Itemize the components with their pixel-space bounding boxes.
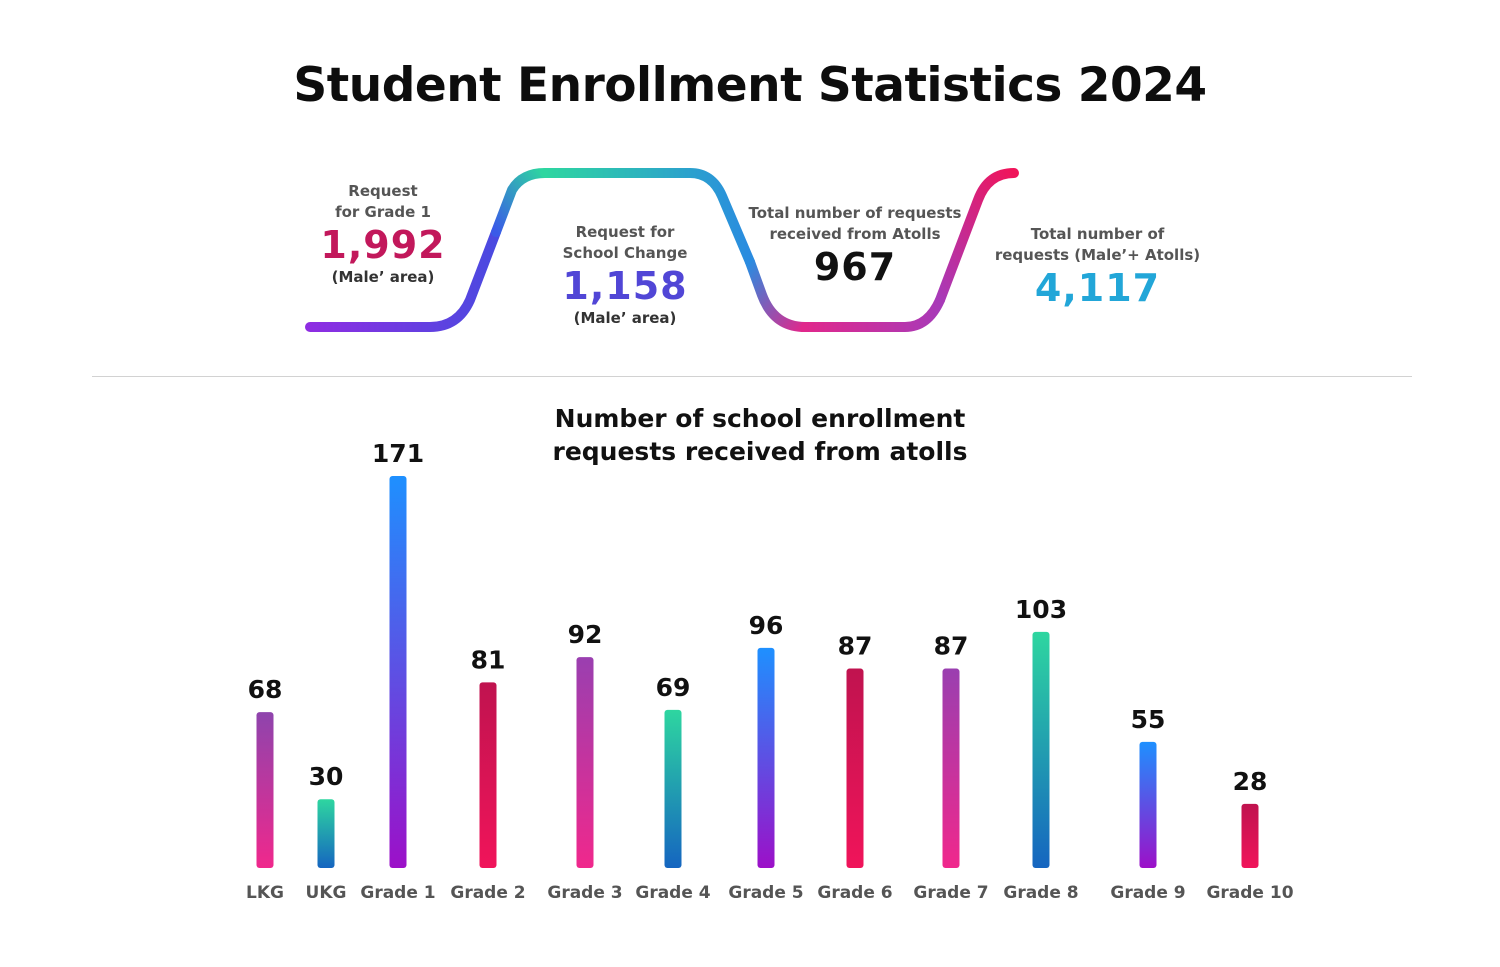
bar-grade-3 [576,657,594,868]
stat-overall-total: Total number of requests (Male’+ Atolls)… [985,224,1210,310]
bar-value-label: 171 [372,439,424,468]
category-label: Grade 4 [635,883,710,903]
chart-title: Number of school enrollment requests rec… [552,404,968,466]
bar-value-label: 68 [248,675,283,704]
stat-note: (Male’ area) [573,309,677,327]
bar-grade-10 [1241,803,1259,868]
bar-value-label: 81 [471,645,506,674]
bar-value-label: 28 [1233,767,1268,796]
stat-label: Total number of requests (Male’+ Atolls) [994,225,1201,264]
bar-grade-5 [757,647,775,868]
stat-value: 1,158 [562,264,688,308]
page-title: Student Enrollment Statistics 2024 [293,58,1207,113]
category-label: Grade 8 [1003,883,1078,903]
stat-label: Request for School Change [562,223,688,262]
bar-value-label: 92 [568,620,603,649]
category-label: Grade 1 [360,883,435,903]
bar-ukg [317,799,335,868]
wave-line [305,168,1173,332]
stat-school-change: Request for School Change 1,158 (Male’ a… [530,222,720,328]
category-label: LKG [246,883,284,903]
stat-label: Total number of requests received from A… [748,204,962,243]
bar-grade-4 [664,709,682,868]
category-label: Grade 5 [728,883,803,903]
stat-note: (Male’ area) [331,268,435,286]
bar-value-label: 103 [1015,595,1067,624]
bar-grade-6 [846,668,864,868]
bar-grade-2 [479,682,497,868]
stat-value: 4,117 [1034,266,1161,310]
bar-value-label: 87 [934,632,969,661]
bar-value-label: 69 [656,673,691,702]
category-label: Grade 2 [450,883,525,903]
stat-value: 967 [813,245,897,289]
bar-grade-7 [942,668,960,868]
bar-value-label: 96 [749,611,784,640]
category-label: Grade 3 [547,883,622,903]
stat-grade1-request: Request for Grade 1 1,992 (Male’ area) [288,181,478,287]
stat-label: Request for Grade 1 [335,182,431,221]
category-label: Grade 9 [1110,883,1185,903]
bar-grade-9 [1139,741,1157,868]
category-label: Grade 10 [1206,883,1293,903]
category-label: UKG [306,883,347,903]
category-label: Grade 7 [913,883,988,903]
bar-value-label: 30 [309,762,344,791]
bar-grade-1 [389,476,407,868]
bar-value-label: 55 [1131,705,1166,734]
bar-grade-8 [1032,631,1050,868]
category-label: Grade 6 [817,883,892,903]
bar-lkg [256,712,274,868]
divider [92,376,1412,377]
bar-value-label: 87 [838,632,873,661]
stat-value: 1,992 [320,223,446,267]
stat-atolls-total: Total number of requests received from A… [735,203,975,289]
